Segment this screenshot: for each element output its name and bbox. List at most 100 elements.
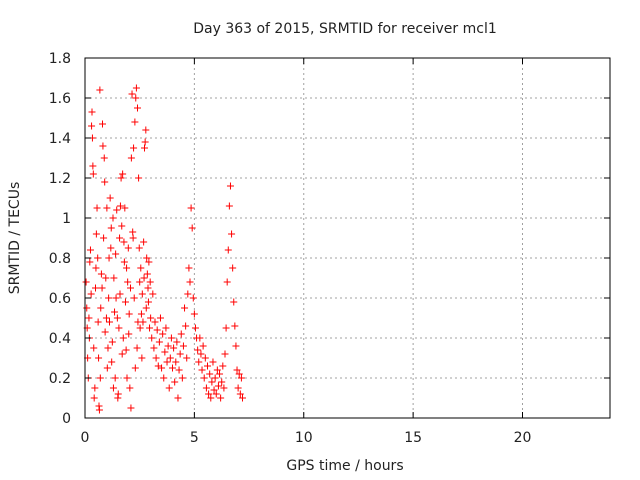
data-point bbox=[108, 358, 116, 366]
data-point bbox=[156, 314, 164, 322]
y-axis-label: SRMTID / TECUs bbox=[7, 182, 23, 295]
data-point bbox=[110, 274, 118, 282]
data-point bbox=[99, 120, 106, 128]
data-point bbox=[113, 314, 121, 322]
x-axis-label: GPS time / hours bbox=[286, 458, 403, 474]
data-point bbox=[104, 344, 112, 352]
data-point bbox=[94, 318, 102, 326]
y-tick-label: 0.6 bbox=[49, 291, 71, 307]
data-point bbox=[139, 318, 147, 326]
data-point bbox=[155, 338, 163, 346]
data-points bbox=[82, 84, 246, 414]
axis-ticks: 0 5 10 15 20 0 0.2 0.4 0.6 0.8 1 1.2 1.4 1.6 1.8 bbox=[49, 51, 610, 446]
data-point bbox=[218, 378, 226, 386]
data-point bbox=[113, 206, 121, 214]
data-point bbox=[210, 386, 218, 394]
data-point bbox=[202, 384, 210, 392]
data-point bbox=[208, 378, 216, 386]
data-point bbox=[216, 370, 224, 378]
data-point bbox=[95, 354, 103, 362]
data-point bbox=[128, 90, 136, 98]
data-point bbox=[123, 264, 131, 272]
data-point bbox=[191, 324, 199, 332]
data-point bbox=[146, 324, 154, 332]
data-point bbox=[116, 234, 124, 242]
data-point bbox=[212, 390, 220, 398]
data-point bbox=[186, 278, 194, 286]
y-tick-label: 1.6 bbox=[49, 91, 71, 107]
data-point bbox=[92, 230, 100, 238]
data-point bbox=[119, 170, 127, 178]
data-point bbox=[102, 314, 110, 322]
data-point bbox=[85, 314, 93, 322]
y-tick-label: 1 bbox=[62, 211, 71, 227]
data-point bbox=[114, 390, 122, 398]
data-point bbox=[164, 342, 172, 350]
data-point bbox=[137, 264, 145, 272]
data-point bbox=[226, 182, 234, 190]
data-point bbox=[177, 330, 185, 338]
data-point bbox=[233, 366, 241, 374]
data-point bbox=[90, 344, 98, 352]
data-point bbox=[96, 374, 104, 382]
x-tick-label: 10 bbox=[295, 430, 313, 446]
data-point bbox=[167, 334, 175, 342]
data-point bbox=[95, 406, 103, 414]
data-point bbox=[182, 322, 190, 330]
data-point bbox=[140, 238, 148, 246]
data-point bbox=[197, 350, 205, 358]
data-point bbox=[135, 244, 143, 252]
data-point bbox=[174, 394, 182, 402]
data-point bbox=[134, 104, 141, 112]
data-point bbox=[107, 224, 115, 232]
data-point bbox=[153, 326, 161, 334]
data-point bbox=[107, 244, 115, 252]
data-point bbox=[100, 154, 108, 162]
data-point bbox=[129, 234, 137, 242]
data-point bbox=[159, 330, 167, 338]
data-point bbox=[169, 364, 176, 372]
data-point bbox=[118, 350, 126, 358]
y-tick-label: 1.2 bbox=[49, 171, 71, 187]
data-point bbox=[123, 374, 131, 382]
y-tick-label: 0.2 bbox=[49, 371, 71, 387]
data-point bbox=[236, 390, 244, 398]
data-point bbox=[131, 118, 139, 126]
data-point bbox=[112, 294, 120, 302]
data-point bbox=[108, 338, 116, 346]
data-point bbox=[232, 342, 240, 350]
data-point bbox=[105, 294, 113, 302]
data-point bbox=[120, 238, 128, 246]
data-point bbox=[131, 364, 139, 372]
y-tick-label: 0.8 bbox=[49, 251, 71, 267]
data-point bbox=[228, 230, 236, 238]
data-point bbox=[199, 342, 207, 350]
data-point bbox=[200, 374, 208, 382]
data-point bbox=[119, 334, 127, 342]
data-point bbox=[135, 174, 143, 182]
data-point bbox=[207, 394, 215, 402]
data-point bbox=[206, 370, 214, 378]
data-point bbox=[172, 358, 180, 366]
data-point bbox=[166, 354, 174, 362]
data-point bbox=[145, 258, 153, 266]
data-point bbox=[141, 138, 149, 146]
data-point bbox=[87, 290, 95, 298]
data-point bbox=[88, 122, 96, 130]
data-point bbox=[229, 264, 237, 272]
data-point bbox=[234, 384, 242, 392]
data-point bbox=[220, 384, 228, 392]
data-point bbox=[91, 384, 99, 392]
data-point bbox=[175, 366, 183, 374]
data-point bbox=[90, 394, 98, 402]
data-point bbox=[188, 224, 196, 232]
plot-frame bbox=[84, 57, 611, 419]
data-point bbox=[171, 378, 179, 386]
data-point bbox=[138, 290, 146, 298]
data-point bbox=[112, 250, 120, 258]
x-tick-label: 15 bbox=[404, 430, 422, 446]
x-tick-label: 5 bbox=[190, 430, 199, 446]
data-point bbox=[204, 362, 211, 370]
data-point bbox=[173, 338, 181, 346]
